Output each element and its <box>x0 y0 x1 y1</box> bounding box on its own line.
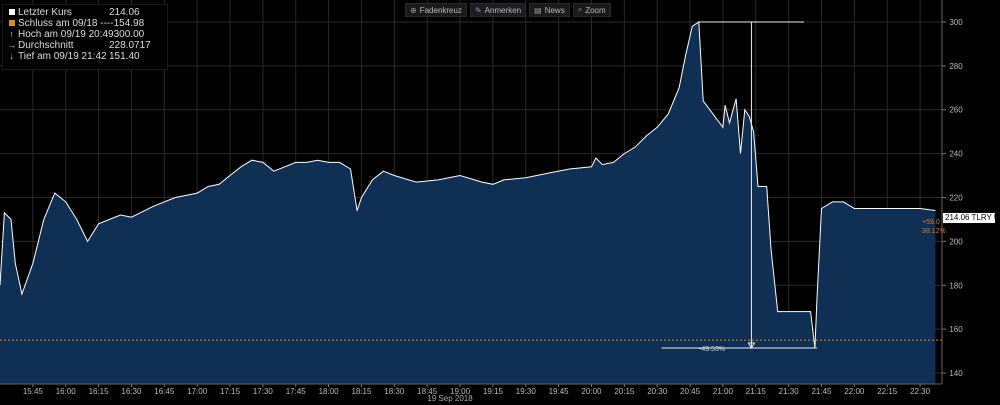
legend-high: ↑ Hoch am 09/19 20:49 300.00 <box>7 29 163 40</box>
x-tick-label: 17:45 <box>286 387 307 396</box>
x-tick-label: 19:30 <box>516 387 537 396</box>
x-tick-label: 21:00 <box>713 387 734 396</box>
legend-value: 228.0717 <box>109 40 151 51</box>
price-area <box>0 21 936 385</box>
arrow-down-icon: ↓ <box>9 51 14 61</box>
legend-value: 214.06 <box>109 7 140 18</box>
x-tick-label: 22:30 <box>910 387 931 396</box>
annotate-button[interactable]: ✎ Anmerken <box>469 3 527 17</box>
x-axis: 15:45 16:00 16:15 16:30 16:45 17:00 17:15 17:30… <box>0 383 942 396</box>
drawdown-annotation <box>661 21 818 349</box>
y-tick-label: 180 <box>949 281 963 290</box>
zoom-button[interactable]: ⌕ Zoom <box>572 3 611 17</box>
white-square-icon <box>8 9 15 15</box>
x-tick-label: 20:30 <box>647 387 668 396</box>
legend-label: Hoch am 09/19 20:49 <box>18 29 114 40</box>
news-button[interactable]: ▤ News <box>529 3 570 17</box>
y-tick-label: 300 <box>949 18 963 27</box>
x-tick-label: 19:15 <box>483 387 504 396</box>
legend-average: → Durchschnitt 228.0717 <box>7 40 163 51</box>
legend-label: Tief am 09/19 21:42 <box>18 51 107 62</box>
legend-prev-close: Schluss am 09/18 ---- 154.98 <box>7 18 163 29</box>
y-axis: 140 160 180 200 220 240 260 280 300 <box>941 0 963 384</box>
x-tick-label: 16:15 <box>89 387 110 396</box>
crosshair-button[interactable]: ⊕ Fadenkreuz <box>405 3 467 17</box>
legend-last-price: Letzter Kurs 214.06 <box>7 7 163 18</box>
x-tick-label: 21:30 <box>779 387 800 396</box>
drawdown-label: -49.53% <box>699 346 726 353</box>
x-tick-label: 20:15 <box>614 387 635 396</box>
arrow-up-icon: ↑ <box>9 29 14 39</box>
magnifier-icon: ⌕ <box>577 5 583 14</box>
x-tick-label: 17:15 <box>220 387 241 396</box>
x-tick-label: 22:15 <box>877 387 898 396</box>
legend-value: 300.00 <box>113 29 145 40</box>
y-tick-label: 200 <box>949 237 963 246</box>
price-change: +59.0 38.12% <box>922 218 946 236</box>
x-tick-label: 18:30 <box>384 387 405 396</box>
last-price-tag: 214.06 TLRY US <box>943 213 1000 223</box>
pencil-icon: ✎ <box>474 5 482 15</box>
chart-legend: Letzter Kurs 214.06 Schluss am 09/18 ---… <box>2 4 168 70</box>
legend-low: ↓ Tief am 09/19 21:42 151.40 <box>7 51 163 62</box>
annotation-arrow-icon <box>747 342 756 349</box>
legend-label: Letzter Kurs <box>18 7 72 18</box>
x-tick-label: 18:45 <box>417 387 438 396</box>
legend-value: 151.40 <box>109 51 140 62</box>
crosshair-icon: ⊕ <box>410 5 417 15</box>
x-tick-label: 19:45 <box>549 387 570 396</box>
x-tick-label: 18:00 <box>319 387 340 396</box>
x-tick-label: 20:00 <box>581 387 602 396</box>
x-tick-label: 16:00 <box>56 387 77 396</box>
x-tick-label: 16:30 <box>121 387 142 396</box>
y-tick-label: 240 <box>949 150 963 159</box>
x-tick-label: 21:15 <box>746 387 767 396</box>
x-tick-label: 22:00 <box>844 387 865 396</box>
x-tick-label: 15:45 <box>23 387 44 396</box>
chart-toolbar: ⊕ Fadenkreuz ✎ Anmerken ▤ News ⌕ Zoom <box>405 3 611 17</box>
x-tick-label: 19:00 <box>450 387 471 396</box>
x-tick-label: 16:45 <box>154 387 175 396</box>
x-tick-label: 18:15 <box>351 387 372 396</box>
y-tick-label: 160 <box>949 325 963 334</box>
change-percent: 38.12% <box>922 228 946 235</box>
price-line <box>0 20 936 349</box>
x-tick-label: 21:45 <box>811 387 832 396</box>
legend-value: 154.98 <box>113 18 145 29</box>
x-tick-label: 20:45 <box>680 387 701 396</box>
date-label: 19 Sep 2018 <box>427 394 473 403</box>
legend-label: Durchschnitt <box>18 40 74 51</box>
x-tick-label: 17:00 <box>187 387 208 396</box>
y-tick-label: 280 <box>949 62 963 71</box>
orange-square-icon <box>8 20 15 26</box>
y-tick-label: 260 <box>949 106 963 115</box>
arrow-right-icon: → <box>7 40 16 50</box>
news-icon: ▤ <box>534 5 542 15</box>
legend-label: Schluss am 09/18 ---- <box>18 18 114 29</box>
x-tick-label: 17:30 <box>253 387 274 396</box>
y-tick-label: 140 <box>949 369 963 378</box>
y-tick-label: 220 <box>949 193 963 202</box>
change-absolute: +59.0 <box>922 219 940 226</box>
